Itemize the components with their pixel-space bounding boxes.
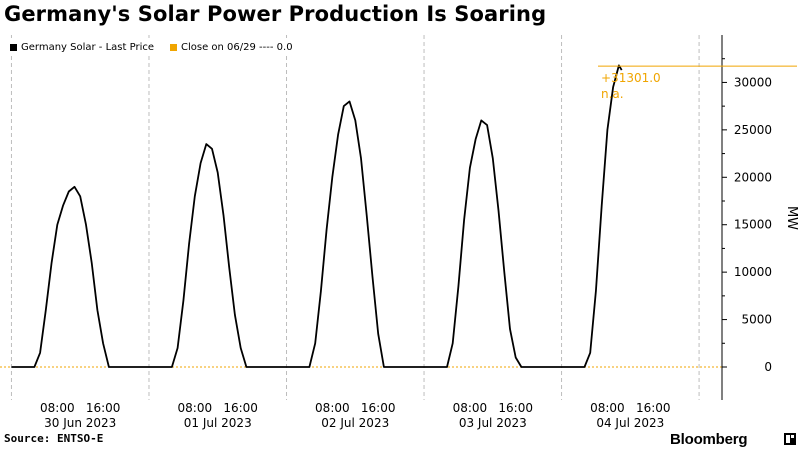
bloomberg-mark-icon: [784, 433, 796, 445]
x-date-label: 30 Jun 2023: [44, 416, 116, 430]
series-line: [11, 64, 623, 368]
last-change-label: n.a.: [601, 87, 624, 101]
close-swatch: [170, 43, 177, 51]
x-hour-label: 08:00: [40, 401, 75, 415]
y-tick-label: 5000: [741, 313, 772, 327]
gridlines: [10, 35, 700, 400]
x-hour-label: 16:00: [86, 401, 121, 415]
x-hour-label: 16:00: [223, 401, 258, 415]
y-tick-label: 25000: [734, 123, 772, 137]
bloomberg-logo: Bloomberg: [670, 431, 748, 448]
x-hour-label: 08:00: [178, 401, 213, 415]
legend-series-label: Germany Solar - Last Price: [21, 41, 154, 53]
series-swatch: [10, 43, 17, 51]
x-date-label: 03 Jul 2023: [459, 416, 527, 430]
y-tick-label: 10000: [734, 265, 772, 279]
last-value-label: +31301.0: [601, 71, 661, 85]
x-hour-label: 16:00: [636, 401, 671, 415]
x-date-label: 01 Jul 2023: [184, 416, 252, 430]
x-hour-label: 08:00: [590, 401, 625, 415]
source-note: Source: ENTSO-E: [4, 432, 104, 445]
legend: Germany Solar - Last Price Close on 06/2…: [4, 38, 350, 56]
x-date-label: 04 Jul 2023: [596, 416, 664, 430]
last-value-annotation: +31301.0 n.a.: [598, 65, 797, 101]
y-tick-label: 30000: [734, 75, 772, 89]
chart-title: Germany's Solar Power Production Is Soar…: [4, 2, 547, 26]
x-hour-label: 16:00: [498, 401, 533, 415]
y-axis: 0 5000 10000 15000 20000 25000 30000: [721, 35, 772, 400]
y-axis-label: MW: [784, 206, 799, 230]
x-hour-label: 08:00: [315, 401, 350, 415]
legend-close-label: Close on 06/29 ---- 0.0: [181, 41, 293, 53]
series-group: [11, 64, 623, 368]
x-hour-label: 08:00: [453, 401, 488, 415]
y-tick-label: 20000: [734, 170, 772, 184]
x-date-label: 02 Jul 2023: [321, 416, 389, 430]
y-tick-label: 15000: [734, 218, 772, 232]
x-hour-label: 16:00: [361, 401, 396, 415]
y-tick-label: 0: [764, 360, 772, 374]
